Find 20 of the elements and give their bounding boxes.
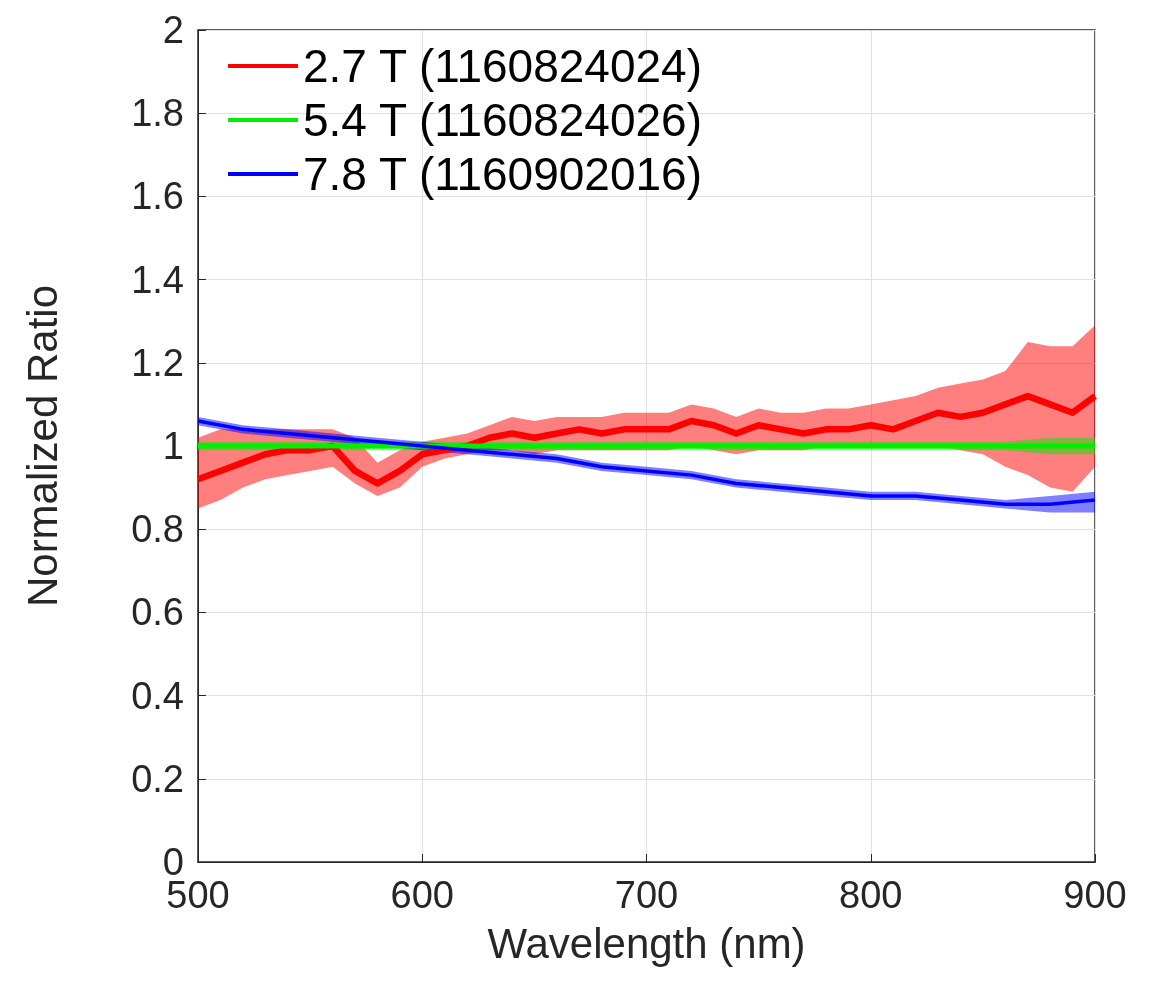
y-tick-label: 1.2 (131, 341, 184, 384)
y-tick-label: 0.2 (131, 757, 184, 800)
x-tick-label: 900 (1063, 874, 1127, 916)
y-tick-label: 1.8 (131, 92, 184, 135)
legend-label: 2.7 T (1160824024) (303, 40, 702, 92)
x-tick-label: 500 (166, 874, 230, 916)
y-tick-label: 1.6 (131, 175, 184, 218)
y-tick-label: 0.6 (131, 591, 184, 634)
y-tick-label: 0.8 (131, 508, 184, 551)
x-axis-title: Wavelength (nm) (487, 919, 806, 967)
y-tick-label: 2 (162, 9, 184, 51)
x-tick-label: 600 (390, 874, 454, 916)
y-tick-label: 1 (162, 425, 184, 467)
legend-label: 5.4 T (1160824026) (303, 94, 702, 146)
y-tick-label: 0.4 (131, 674, 184, 717)
y-tick-label: 1.4 (131, 258, 184, 301)
x-tick-label: 800 (839, 874, 903, 916)
x-tick-label: 700 (614, 874, 679, 916)
legend-label: 7.8 T (1160902016) (303, 148, 702, 200)
y-axis-title: Normalized Ratio (18, 284, 66, 608)
